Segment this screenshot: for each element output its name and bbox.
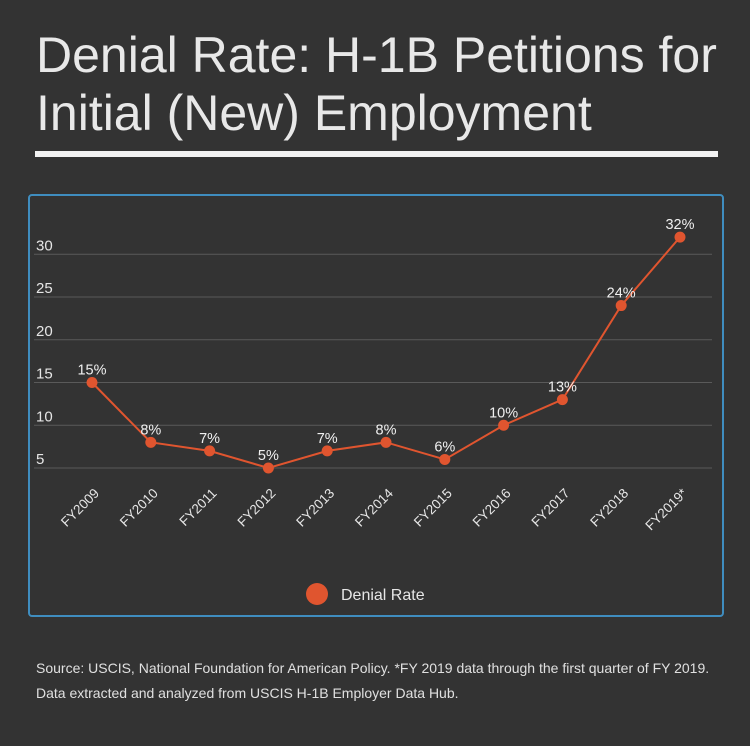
legend-label: Denial Rate [341, 587, 425, 604]
data-label: 7% [317, 431, 338, 447]
data-point [204, 445, 216, 457]
x-tick-label: FY2019* [642, 485, 690, 533]
data-label: 5% [258, 448, 279, 464]
x-tick-label: FY2009 [58, 486, 102, 530]
data-label: 10% [489, 405, 518, 421]
chart-title: Denial Rate: H-1B Petitions for Initial … [36, 27, 717, 141]
data-label: 13% [548, 380, 577, 396]
y-tick-label: 15 [36, 366, 53, 383]
data-point [86, 377, 98, 388]
y-axis-ticks: 5 10 15 20 25 30 [36, 237, 53, 468]
source-note: Source: USCIS, National Foundation for A… [36, 660, 710, 701]
legend-marker [306, 583, 328, 605]
legend: Denial Rate [306, 583, 425, 605]
data-points [86, 231, 686, 474]
data-point [615, 300, 627, 312]
data-point [498, 419, 510, 431]
data-label: 8% [140, 422, 161, 438]
data-point [262, 462, 274, 474]
data-point [145, 436, 157, 448]
y-tick-label: 10 [36, 408, 53, 425]
data-label: 6% [434, 439, 455, 455]
y-tick-label: 30 [36, 237, 53, 254]
data-point [380, 436, 392, 448]
data-label: 15% [77, 363, 106, 379]
data-point [321, 445, 333, 457]
x-tick-label: FY2015 [411, 486, 455, 530]
y-tick-label: 25 [36, 280, 53, 297]
data-point [674, 231, 686, 243]
x-tick-label: FY2016 [470, 486, 514, 530]
x-tick-label: FY2013 [293, 486, 337, 530]
data-label: 32% [665, 217, 694, 233]
data-label: 8% [376, 422, 397, 438]
x-tick-label: FY2011 [176, 486, 219, 529]
x-tick-label: FY2018 [587, 486, 631, 530]
grid-layer [34, 253, 712, 469]
y-tick-label: 20 [36, 323, 53, 340]
x-axis-ticks: FY2009 FY2010 FY2011 FY2012 FY2013 FY2014 FY20… [58, 485, 691, 533]
title-underline [35, 151, 718, 157]
data-point [439, 453, 451, 465]
data-point [556, 394, 568, 406]
y-tick-label: 5 [36, 451, 44, 468]
x-tick-label: FY2010 [117, 486, 161, 530]
data-labels: 15% 8% 7% 5% 7% 8% 6% 10% 13% 24% 32% [77, 217, 694, 464]
x-tick-label: FY2012 [234, 486, 278, 530]
chart-panel [28, 194, 724, 617]
x-tick-label: FY2017 [528, 486, 572, 530]
x-tick-label: FY2014 [352, 485, 396, 529]
data-label: 24% [607, 286, 636, 302]
data-label: 7% [199, 431, 220, 447]
